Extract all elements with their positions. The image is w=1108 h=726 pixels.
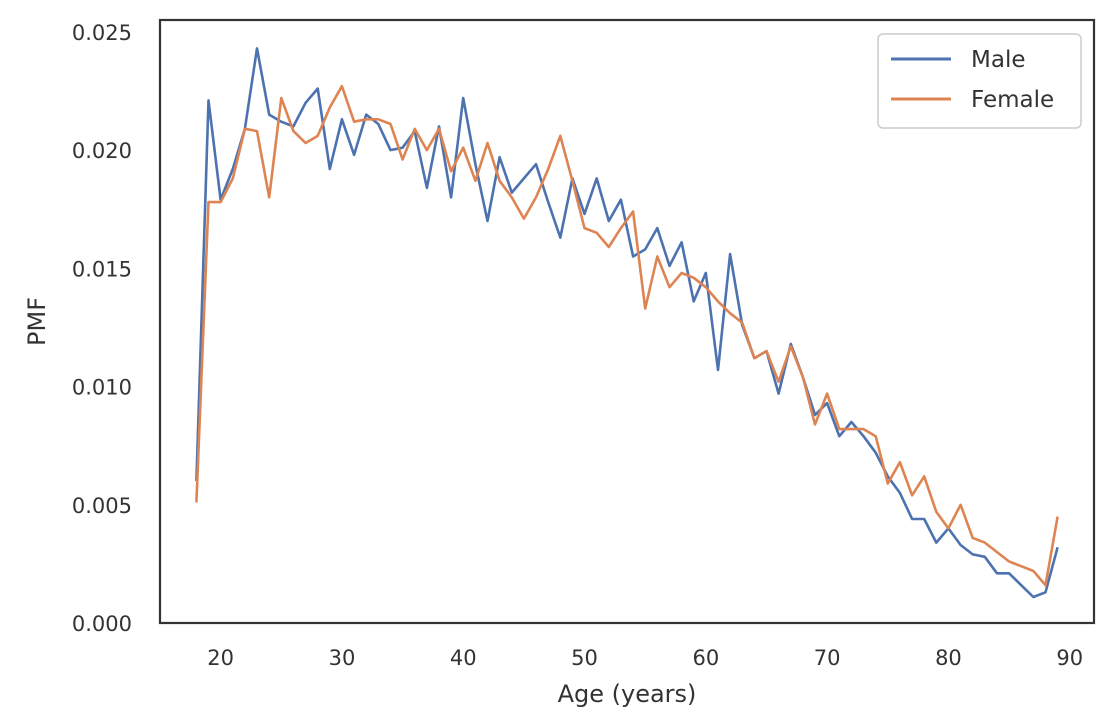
x-tick-label: 60 — [692, 646, 719, 670]
y-tick-label: 0.020 — [72, 139, 132, 163]
y-tick-label: 0.015 — [72, 257, 132, 281]
plot-frame — [158, 18, 1096, 625]
x-tick-label: 70 — [814, 646, 841, 670]
series-layer — [195, 47, 1059, 599]
y-tick-label: 0.005 — [72, 494, 132, 518]
x-tick-label: 80 — [935, 646, 962, 670]
y-tick-label: 0.000 — [72, 612, 132, 636]
x-tick-label: 30 — [329, 646, 356, 670]
y-axis-label: PMF — [23, 297, 51, 346]
y-tick-label: 0.025 — [72, 21, 132, 45]
x-tick-label: 50 — [571, 646, 598, 670]
x-tick-label: 90 — [1056, 646, 1083, 670]
x-axis-label: Age (years) — [558, 680, 697, 708]
y-axis-ticks: 0.000 0.005 0.010 0.015 0.020 0.025 — [72, 21, 132, 636]
series-line-female — [195, 84, 1059, 587]
y-tick-label: 0.010 — [72, 376, 132, 400]
series-line-male — [195, 47, 1059, 599]
legend-label-male: Male — [971, 47, 1025, 73]
x-tick-label: 20 — [207, 646, 234, 670]
x-axis-ticks: 20 30 40 50 60 70 80 90 — [207, 646, 1083, 670]
x-tick-label: 40 — [450, 646, 477, 670]
legend: Male Female — [877, 33, 1082, 129]
legend-label-female: Female — [971, 87, 1054, 113]
